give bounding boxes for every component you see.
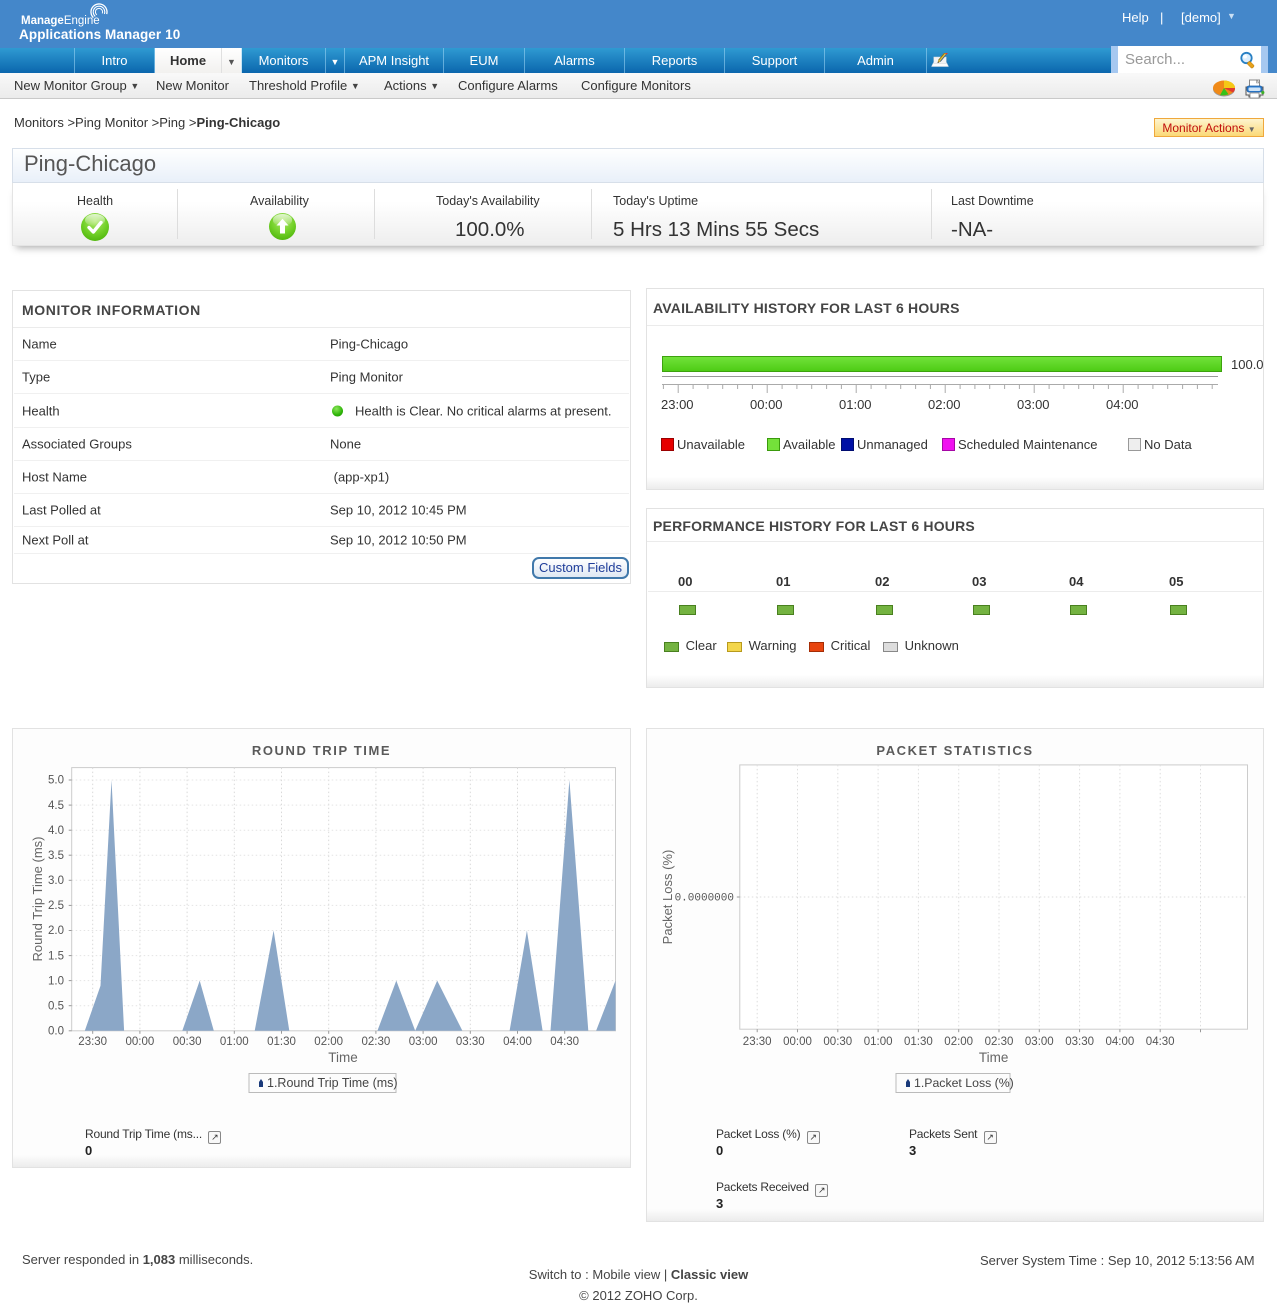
svg-text:03:30: 03:30	[1065, 1036, 1094, 1048]
svg-text:00:30: 00:30	[173, 1036, 202, 1048]
svg-text:0.0000000: 0.0000000	[675, 893, 734, 905]
svg-text:3.5: 3.5	[48, 850, 64, 862]
svg-text:2.5: 2.5	[48, 900, 64, 912]
svg-text:01:00: 01:00	[864, 1036, 893, 1048]
svg-text:23:30: 23:30	[78, 1036, 107, 1048]
svg-text:4.5: 4.5	[48, 800, 64, 812]
svg-text:4.0: 4.0	[48, 825, 64, 837]
svg-text:Time: Time	[328, 1050, 358, 1065]
svg-text:01:30: 01:30	[267, 1036, 296, 1048]
svg-text:00:30: 00:30	[823, 1036, 852, 1048]
svg-text:04:00: 04:00	[1106, 1036, 1135, 1048]
svg-text:Round Trip Time (ms): Round Trip Time (ms)	[30, 837, 45, 962]
svg-text:1.Packet Loss (%): 1.Packet Loss (%)	[914, 1076, 1014, 1090]
svg-text:02:30: 02:30	[985, 1036, 1014, 1048]
svg-text:02:00: 02:00	[944, 1036, 973, 1048]
svg-text:04:00: 04:00	[503, 1036, 532, 1048]
svg-text:0.0: 0.0	[48, 1026, 64, 1038]
svg-text:02:00: 02:00	[314, 1036, 343, 1048]
svg-text:03:30: 03:30	[456, 1036, 485, 1048]
svg-text:04:30: 04:30	[550, 1036, 579, 1048]
svg-text:1.Round Trip Time (ms): 1.Round Trip Time (ms)	[267, 1076, 398, 1090]
svg-text:3.0: 3.0	[48, 875, 64, 887]
svg-text:00:00: 00:00	[126, 1036, 155, 1048]
svg-text:5.0: 5.0	[48, 775, 64, 787]
svg-text:Packet Loss (%): Packet Loss (%)	[660, 850, 675, 945]
svg-text:Time: Time	[979, 1050, 1009, 1065]
svg-text:2.0: 2.0	[48, 925, 64, 937]
svg-text:02:30: 02:30	[362, 1036, 391, 1048]
svg-text:04:30: 04:30	[1146, 1036, 1175, 1048]
svg-text:1.5: 1.5	[48, 950, 64, 962]
svg-text:03:00: 03:00	[409, 1036, 438, 1048]
svg-text:23:30: 23:30	[743, 1036, 772, 1048]
svg-text:00:00: 00:00	[783, 1036, 812, 1048]
svg-text:0.5: 0.5	[48, 1000, 64, 1012]
svg-text:1.0: 1.0	[48, 975, 64, 987]
svg-text:01:00: 01:00	[220, 1036, 249, 1048]
svg-text:01:30: 01:30	[904, 1036, 933, 1048]
svg-text:03:00: 03:00	[1025, 1036, 1054, 1048]
